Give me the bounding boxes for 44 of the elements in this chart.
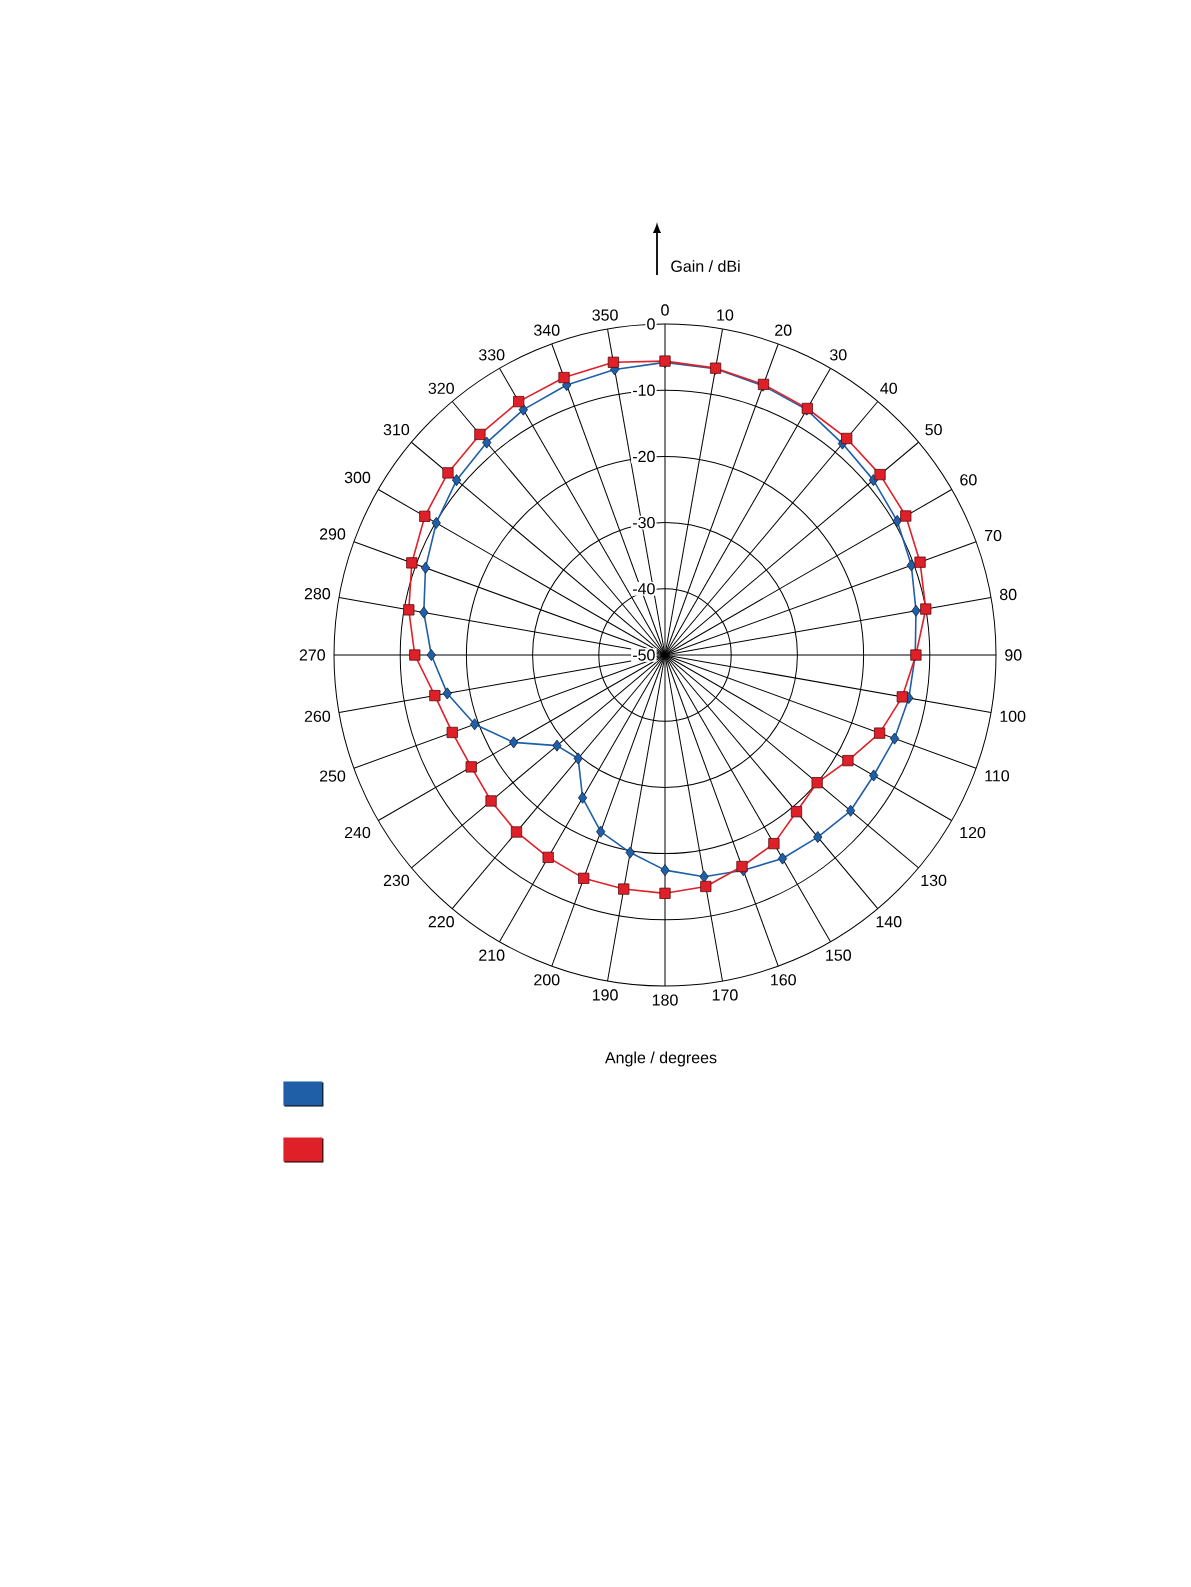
spoke-label: 330 [478,349,505,361]
spoke-label: 260 [304,710,331,722]
spoke-label: 340 [534,324,560,336]
spoke-label: 210 [479,949,505,961]
spoke-label: 90 [1005,649,1022,661]
spoke-label: 190 [592,989,618,1001]
spoke-label: 270 [299,649,326,661]
spoke-label: 280 [304,588,331,600]
spoke-label: 180 [652,994,678,1006]
spoke-label: 30 [830,349,847,361]
spoke-label: 240 [344,826,371,839]
spoke-label: 170 [712,989,738,1001]
spoke-label: 310 [383,423,410,436]
spoke-label: 300 [344,471,371,484]
y-tick-label: -20 [633,450,655,463]
spoke-label: 320 [428,382,454,395]
text: Angle / degrees [604,1051,717,1067]
spoke-label: 290 [319,528,346,540]
spoke-label: 350 [592,309,618,321]
spoke-label: 100 [1000,710,1026,722]
spoke-label: 20 [775,324,792,336]
spoke-label: 0 [661,304,669,316]
spoke-label: 80 [999,588,1017,601]
spoke-label: 40 [880,382,898,395]
spoke-label: 60 [960,474,977,486]
spoke-label: 250 [319,770,346,782]
spoke-label: 10 [717,309,734,321]
y-tick-label: 0 [647,318,655,330]
spoke-label: 160 [771,974,796,986]
spoke-label: 50 [925,423,942,436]
spoke-label: 70 [984,529,1002,542]
y-tick-label: -40 [633,583,655,595]
spoke-label: 120 [960,826,986,839]
spoke-label: 110 [985,770,1010,782]
text: Gain / dBi [671,260,740,272]
y-tick-label: -10 [633,384,655,396]
spoke-label: 130 [921,874,947,887]
spoke-label: 230 [383,874,410,887]
spoke-label: 220 [428,916,454,928]
y-tick-label: -50 [633,649,655,661]
spoke-label: 150 [826,949,852,961]
y-tick-label: -30 [633,516,655,529]
spoke-label: 200 [534,974,560,986]
spoke-label: 140 [876,916,902,928]
